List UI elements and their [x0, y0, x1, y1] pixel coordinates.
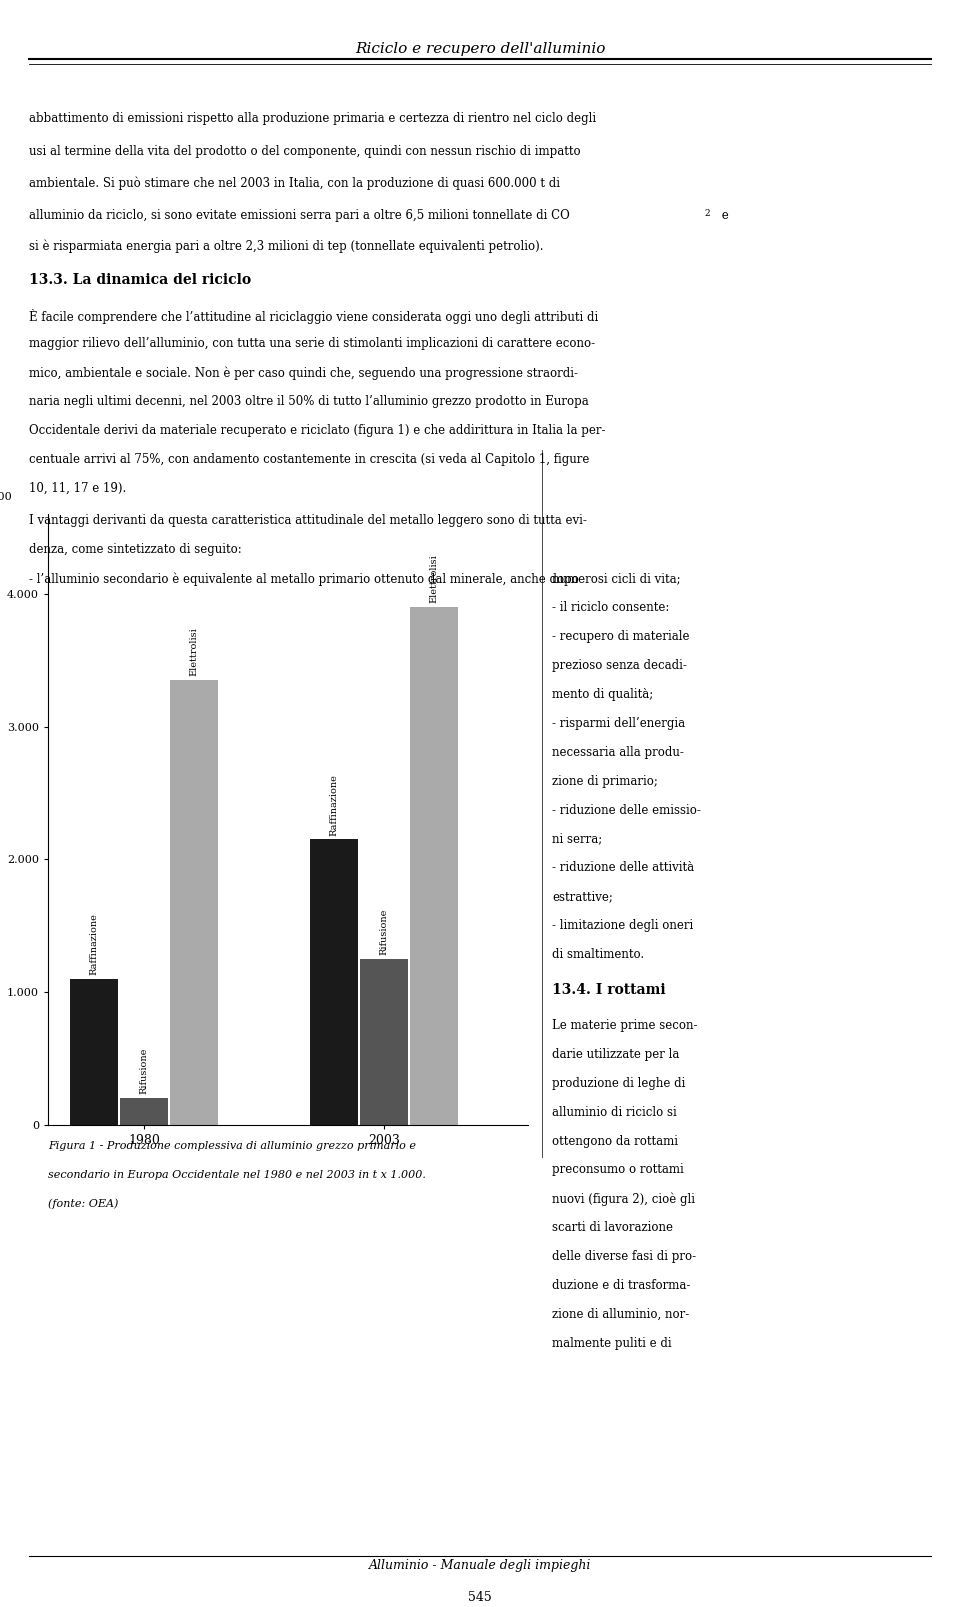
Text: Alluminio - Manuale degli impieghi: Alluminio - Manuale degli impieghi — [369, 1559, 591, 1572]
Text: Elettrolisi: Elettrolisi — [430, 554, 439, 603]
Text: Elettrolisi: Elettrolisi — [190, 627, 199, 677]
Text: - riduzione delle emissio-: - riduzione delle emissio- — [552, 804, 701, 816]
Text: 10, 11, 17 e 19).: 10, 11, 17 e 19). — [29, 482, 126, 495]
Text: mento di qualità;: mento di qualità; — [552, 688, 653, 701]
Text: e: e — [718, 209, 729, 222]
Text: duzione e di trasforma-: duzione e di trasforma- — [552, 1279, 690, 1292]
Text: 13.3. La dinamica del riciclo: 13.3. La dinamica del riciclo — [29, 273, 251, 288]
Text: 2: 2 — [705, 209, 710, 219]
Text: estrattive;: estrattive; — [552, 890, 612, 903]
Text: 13.4. I rottami: 13.4. I rottami — [552, 983, 665, 998]
Text: darie utilizzate per la: darie utilizzate per la — [552, 1048, 680, 1061]
Bar — [360, 959, 408, 1125]
Text: ni serra;: ni serra; — [552, 832, 602, 845]
Text: numerosi cicli di vita;: numerosi cicli di vita; — [552, 572, 681, 585]
Text: alluminio da riciclo, si sono evitate emissioni serra pari a oltre 6,5 milioni t: alluminio da riciclo, si sono evitate em… — [29, 209, 569, 222]
Text: usi al termine della vita del prodotto o del componente, quindi con nessun risch: usi al termine della vita del prodotto o… — [29, 145, 581, 157]
Text: - recupero di materiale: - recupero di materiale — [552, 630, 689, 643]
Text: produzione di leghe di: produzione di leghe di — [552, 1077, 685, 1090]
Text: prezioso senza decadi-: prezioso senza decadi- — [552, 659, 686, 672]
Text: Raffinazione: Raffinazione — [329, 773, 338, 836]
Text: abbattimento di emissioni rispetto alla produzione primaria e certezza di rientr: abbattimento di emissioni rispetto alla … — [29, 112, 596, 125]
Text: I vantaggi derivanti da questa caratteristica attitudinale del metallo leggero s: I vantaggi derivanti da questa caratteri… — [29, 514, 587, 527]
Text: mico, ambientale e sociale. Non è per caso quindi che, seguendo una progressione: mico, ambientale e sociale. Non è per ca… — [29, 366, 578, 379]
Bar — [69, 979, 117, 1125]
Text: denza, come sintetizzato di seguito:: denza, come sintetizzato di seguito: — [29, 543, 242, 556]
Text: Le materie prime secon-: Le materie prime secon- — [552, 1019, 698, 1032]
Text: naria negli ultimi decenni, nel 2003 oltre il 50% di tutto l’alluminio grezzo pr: naria negli ultimi decenni, nel 2003 olt… — [29, 395, 588, 408]
Text: zione di primario;: zione di primario; — [552, 775, 658, 787]
Text: centuale arrivi al 75%, con andamento costantemente in crescita (si veda al Capi: centuale arrivi al 75%, con andamento co… — [29, 453, 589, 466]
Text: È facile comprendere che l’attitudine al riciclaggio viene considerata oggi uno : È facile comprendere che l’attitudine al… — [29, 309, 598, 323]
Text: ottengono da rottami: ottengono da rottami — [552, 1135, 678, 1147]
Text: 545: 545 — [468, 1591, 492, 1604]
Bar — [411, 607, 459, 1125]
Text: maggior rilievo dell’alluminio, con tutta una serie di stimolanti implicazioni d: maggior rilievo dell’alluminio, con tutt… — [29, 337, 595, 350]
Text: (fonte: OEA): (fonte: OEA) — [48, 1199, 118, 1208]
Text: Figura 1 - Produzione complessiva di alluminio grezzo primario e: Figura 1 - Produzione complessiva di all… — [48, 1141, 416, 1151]
Text: - riduzione delle attività: - riduzione delle attività — [552, 861, 694, 874]
Text: - il riciclo consente:: - il riciclo consente: — [552, 601, 669, 614]
Text: nuovi (figura 2), cioè gli: nuovi (figura 2), cioè gli — [552, 1192, 695, 1205]
Bar — [171, 680, 218, 1125]
Text: - risparmi dell’energia: - risparmi dell’energia — [552, 717, 685, 730]
Text: Rifusione: Rifusione — [379, 908, 389, 955]
Text: secondario in Europa Occidentale nel 1980 e nel 2003 in t x 1.000.: secondario in Europa Occidentale nel 198… — [48, 1170, 426, 1180]
Text: Occidentale derivi da materiale recuperato e riciclato (figura 1) e che addiritt: Occidentale derivi da materiale recupera… — [29, 424, 606, 437]
Text: Raffinazione: Raffinazione — [89, 913, 98, 975]
Text: zione di alluminio, nor-: zione di alluminio, nor- — [552, 1308, 689, 1321]
Text: malmente puliti e di: malmente puliti e di — [552, 1337, 672, 1350]
Text: preconsumo o rottami: preconsumo o rottami — [552, 1163, 684, 1176]
Text: Rifusione: Rifusione — [139, 1048, 149, 1094]
Bar — [120, 1098, 168, 1125]
Text: - limitazione degli oneri: - limitazione degli oneri — [552, 919, 693, 932]
Bar — [309, 839, 357, 1125]
Text: delle diverse fasi di pro-: delle diverse fasi di pro- — [552, 1250, 696, 1263]
Text: necessaria alla produ-: necessaria alla produ- — [552, 746, 684, 759]
Text: alluminio di riciclo si: alluminio di riciclo si — [552, 1106, 677, 1118]
Text: scarti di lavorazione: scarti di lavorazione — [552, 1221, 673, 1234]
Text: t x 1.000: t x 1.000 — [0, 492, 12, 501]
Text: - l’alluminio secondario è equivalente al metallo primario ottenuto dal minerale: - l’alluminio secondario è equivalente a… — [29, 572, 579, 585]
Text: Riciclo e recupero dell'alluminio: Riciclo e recupero dell'alluminio — [355, 42, 605, 56]
Text: ambientale. Si può stimare che nel 2003 in Italia, con la produzione di quasi 60: ambientale. Si può stimare che nel 2003 … — [29, 177, 560, 190]
Text: di smaltimento.: di smaltimento. — [552, 948, 644, 961]
Text: si è risparmiata energia pari a oltre 2,3 milioni di tep (tonnellate equivalenti: si è risparmiata energia pari a oltre 2,… — [29, 239, 543, 252]
